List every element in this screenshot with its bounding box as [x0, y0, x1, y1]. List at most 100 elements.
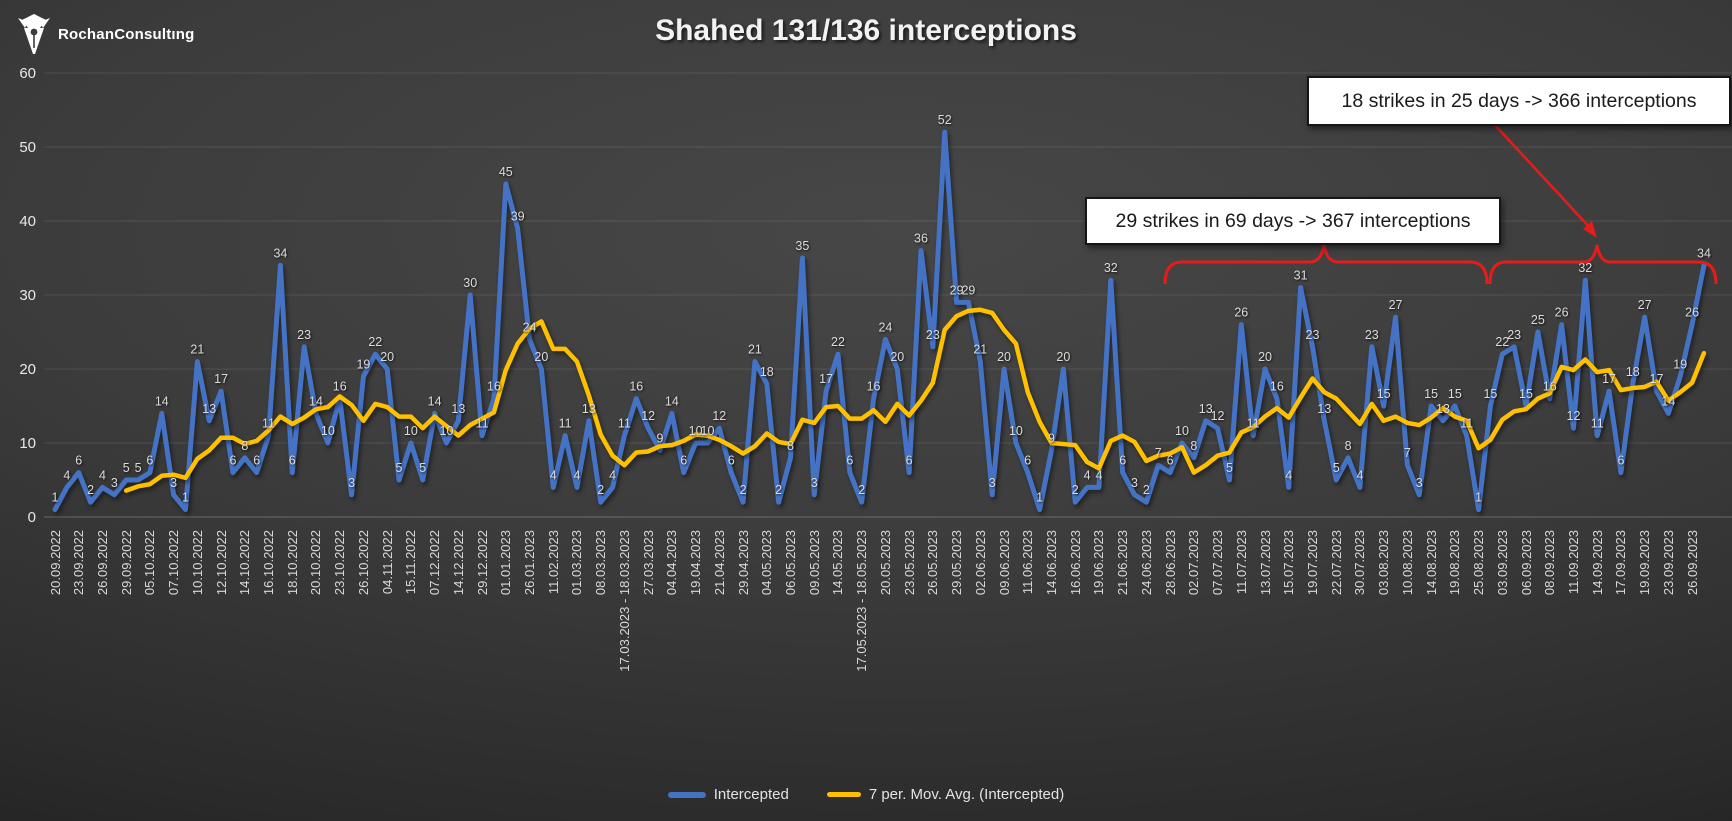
svg-text:0: 0 [28, 509, 36, 526]
data-label: 6 [906, 454, 913, 468]
data-label: 7 [1404, 446, 1411, 460]
data-label: 4 [609, 468, 616, 482]
data-label: 8 [787, 439, 794, 453]
data-label: 32 [1578, 261, 1592, 275]
data-label: 16 [867, 380, 881, 394]
data-label: 6 [289, 454, 296, 468]
data-label: 3 [111, 476, 118, 490]
data-label: 15 [1377, 387, 1391, 401]
data-label: 3 [1416, 476, 1423, 490]
data-label: 18 [760, 365, 774, 379]
data-label: 26 [1685, 306, 1699, 320]
data-label: 21 [748, 343, 762, 357]
data-label: 10 [1175, 424, 1189, 438]
data-label: 3 [811, 476, 818, 490]
svg-text:30: 30 [19, 287, 36, 304]
data-label: 7 [1155, 446, 1162, 460]
legend-label-intercepted: Intercepted [713, 786, 789, 803]
data-label: 13 [1199, 402, 1213, 416]
data-label: 35 [795, 239, 809, 253]
data-label: 12 [1567, 409, 1581, 423]
data-label: 11 [559, 417, 572, 431]
data-label: 14 [155, 394, 169, 408]
data-label: 19 [356, 357, 370, 371]
data-label: 24 [878, 320, 892, 334]
data-label: 2 [597, 483, 604, 497]
data-label: 12 [641, 409, 655, 423]
data-label: 18 [1626, 365, 1640, 379]
svg-text:40: 40 [19, 213, 36, 230]
data-label: 16 [629, 380, 643, 394]
data-label: 16 [487, 380, 501, 394]
data-label: 6 [680, 454, 687, 468]
svg-text:60: 60 [19, 65, 36, 82]
data-label: 6 [75, 454, 82, 468]
data-label: 29 [950, 283, 964, 297]
legend-item-moving-average: 7 per. Mov. Avg. (Intercepted) [826, 786, 1065, 803]
data-label: 6 [1024, 454, 1031, 468]
legend-label-moving-average: 7 per. Mov. Avg. (Intercepted) [868, 786, 1065, 803]
data-label: 23 [926, 328, 940, 342]
data-label: 20 [1258, 350, 1272, 364]
data-label: 20 [380, 350, 394, 364]
data-label: 13 [451, 402, 465, 416]
annotation-29-strikes: 29 strikes in 69 days -> 367 interceptio… [1085, 197, 1501, 245]
data-label: 6 [1167, 454, 1174, 468]
legend-key-moving-average [826, 792, 861, 797]
data-label: 13 [202, 402, 216, 416]
data-label: 3 [989, 476, 996, 490]
data-label: 5 [135, 461, 142, 475]
data-label: 4 [1285, 468, 1292, 482]
data-label: 13 [1436, 402, 1450, 416]
data-label: 3 [348, 476, 355, 490]
data-label: 6 [728, 454, 735, 468]
data-label: 26 [1234, 306, 1248, 320]
data-label: 17 [1650, 372, 1664, 386]
data-label: 11 [1591, 417, 1604, 431]
data-label: 21 [973, 343, 987, 357]
data-label: 16 [1270, 380, 1284, 394]
brace-29-strikes [1163, 244, 1489, 285]
data-label: 4 [1095, 468, 1102, 482]
data-label: 20 [997, 350, 1011, 364]
data-label: 19 [1673, 357, 1687, 371]
data-label: 24 [523, 320, 537, 334]
data-label: 4 [573, 468, 580, 482]
data-label: 1 [1036, 491, 1043, 505]
data-label: 16 [1543, 380, 1557, 394]
data-label: 9 [1048, 431, 1055, 445]
data-label: 14 [309, 394, 323, 408]
data-label: 15 [1424, 387, 1438, 401]
data-label: 10 [321, 424, 335, 438]
data-label: 27 [1389, 298, 1403, 312]
data-label: 2 [1143, 483, 1150, 497]
data-label: 4 [1084, 468, 1091, 482]
data-label: 4 [99, 468, 106, 482]
data-label: 31 [1294, 269, 1308, 283]
logo-text: RochanConsultıng [58, 26, 195, 43]
svg-text:10: 10 [19, 435, 36, 452]
data-label: 5 [419, 461, 426, 475]
data-label: 15 [1483, 387, 1497, 401]
callout-arrow-line [1492, 122, 1593, 231]
data-label: 12 [712, 409, 726, 423]
data-label: 8 [241, 439, 248, 453]
data-label: 10 [689, 424, 703, 438]
data-label: 10 [404, 424, 418, 438]
data-label: 9 [657, 431, 664, 445]
data-label: 2 [858, 483, 865, 497]
data-label: 3 [1131, 476, 1138, 490]
data-label: 6 [253, 454, 260, 468]
data-label: 6 [1119, 454, 1126, 468]
svg-text:20: 20 [19, 361, 36, 378]
data-label: 26 [1555, 306, 1569, 320]
data-label: 14 [665, 394, 679, 408]
data-label: 30 [463, 276, 477, 290]
pen-nib-icon [18, 14, 50, 54]
data-label: 23 [1365, 328, 1379, 342]
data-label: 34 [273, 246, 287, 260]
data-label: 6 [229, 454, 236, 468]
data-label: 29 [961, 283, 975, 297]
